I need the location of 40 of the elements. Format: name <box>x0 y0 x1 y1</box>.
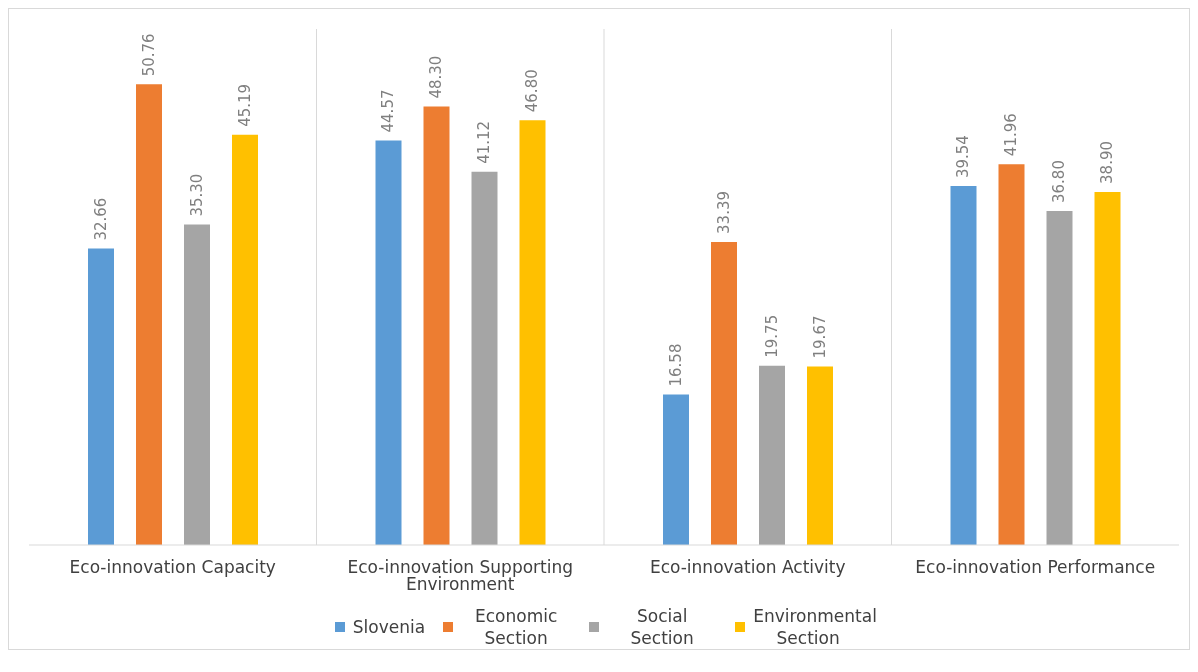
legend-label: Environmental Section <box>753 605 877 649</box>
data-label: 35.30 <box>188 173 206 217</box>
bar <box>184 224 210 545</box>
data-label: 44.57 <box>379 89 398 133</box>
bar <box>88 248 114 545</box>
bar <box>663 394 689 545</box>
x-tick-label: Eco-innovation Capacity <box>69 557 276 578</box>
bar <box>136 84 162 545</box>
bar <box>711 241 737 545</box>
data-label: 48.30 <box>427 55 446 99</box>
x-tick-label: Eco-innovation Activity <box>649 557 846 578</box>
data-label: 41.12 <box>475 120 494 164</box>
bar <box>471 171 498 545</box>
legend-label: Social Section <box>629 605 695 649</box>
bar <box>998 164 1025 545</box>
data-label: 32.66 <box>92 197 110 241</box>
data-label: 36.80 <box>1050 160 1069 203</box>
bar <box>807 366 833 545</box>
data-label: 39.54 <box>954 135 973 179</box>
data-label: 19.67 <box>811 315 829 359</box>
data-label: 45.19 <box>236 83 254 127</box>
legend-label: Economic Section <box>474 605 559 649</box>
bar <box>759 365 785 545</box>
data-label: 38.90 <box>1098 140 1117 184</box>
bar <box>375 140 402 545</box>
data-label: 16.58 <box>667 343 685 387</box>
bar <box>519 120 546 545</box>
bar <box>232 134 258 545</box>
data-label: 41.96 <box>1002 113 1021 157</box>
data-label: 50.76 <box>140 33 158 77</box>
data-label: 46.80 <box>523 69 542 113</box>
bar <box>423 106 450 545</box>
x-tick-label: Eco-innovation Supporting Environment <box>347 557 574 595</box>
data-label: 33.39 <box>715 190 733 234</box>
bar <box>1046 210 1073 545</box>
data-label: 19.75 <box>763 314 781 358</box>
bar <box>950 186 977 545</box>
legend-label: Slovenia <box>352 616 426 638</box>
x-tick-label: Eco-innovation Performance <box>915 557 1156 578</box>
bar <box>1094 191 1121 545</box>
